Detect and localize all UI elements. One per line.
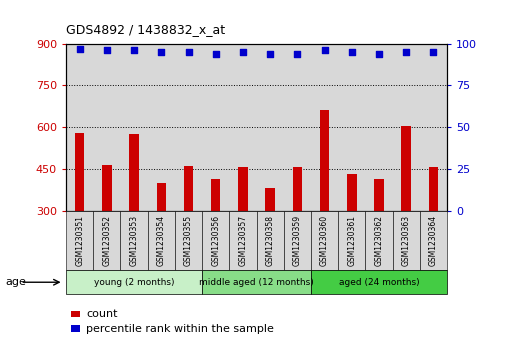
Bar <box>401 126 411 211</box>
Text: GSM1230358: GSM1230358 <box>266 215 275 266</box>
Text: young (2 months): young (2 months) <box>94 278 174 287</box>
Text: count: count <box>86 309 118 319</box>
Bar <box>238 167 248 211</box>
Point <box>76 46 84 52</box>
Bar <box>293 167 302 211</box>
Point <box>293 51 301 57</box>
Text: GSM1230351: GSM1230351 <box>75 215 84 266</box>
Bar <box>184 166 193 211</box>
Bar <box>75 132 84 211</box>
Point <box>347 49 356 55</box>
Point <box>429 49 437 55</box>
Bar <box>320 110 329 211</box>
Point <box>184 49 193 55</box>
Text: GSM1230355: GSM1230355 <box>184 215 193 266</box>
Text: GSM1230363: GSM1230363 <box>402 215 411 266</box>
Point <box>402 49 410 55</box>
Text: GDS4892 / 1438832_x_at: GDS4892 / 1438832_x_at <box>66 23 225 36</box>
Text: percentile rank within the sample: percentile rank within the sample <box>86 323 274 334</box>
Point <box>103 47 111 53</box>
Bar <box>347 174 357 211</box>
Point <box>157 49 166 55</box>
Bar <box>211 179 220 211</box>
Text: GSM1230359: GSM1230359 <box>293 215 302 266</box>
Text: GSM1230352: GSM1230352 <box>102 215 111 266</box>
Point <box>212 51 220 57</box>
Bar <box>265 188 275 211</box>
Text: GSM1230353: GSM1230353 <box>130 215 139 266</box>
Bar <box>156 183 166 211</box>
Text: GSM1230356: GSM1230356 <box>211 215 220 266</box>
Bar <box>102 165 112 211</box>
Text: age: age <box>5 277 26 287</box>
Text: GSM1230357: GSM1230357 <box>238 215 247 266</box>
Bar <box>374 179 384 211</box>
Point <box>239 49 247 55</box>
Bar <box>429 167 438 211</box>
Text: GSM1230364: GSM1230364 <box>429 215 438 266</box>
Text: middle aged (12 months): middle aged (12 months) <box>199 278 314 287</box>
Text: GSM1230362: GSM1230362 <box>374 215 384 266</box>
Point <box>375 51 383 57</box>
Text: GSM1230354: GSM1230354 <box>157 215 166 266</box>
Text: GSM1230361: GSM1230361 <box>347 215 356 266</box>
Bar <box>130 134 139 211</box>
Point <box>321 47 329 53</box>
Text: aged (24 months): aged (24 months) <box>339 278 419 287</box>
Point <box>266 51 274 57</box>
Text: GSM1230360: GSM1230360 <box>320 215 329 266</box>
Point <box>130 47 138 53</box>
